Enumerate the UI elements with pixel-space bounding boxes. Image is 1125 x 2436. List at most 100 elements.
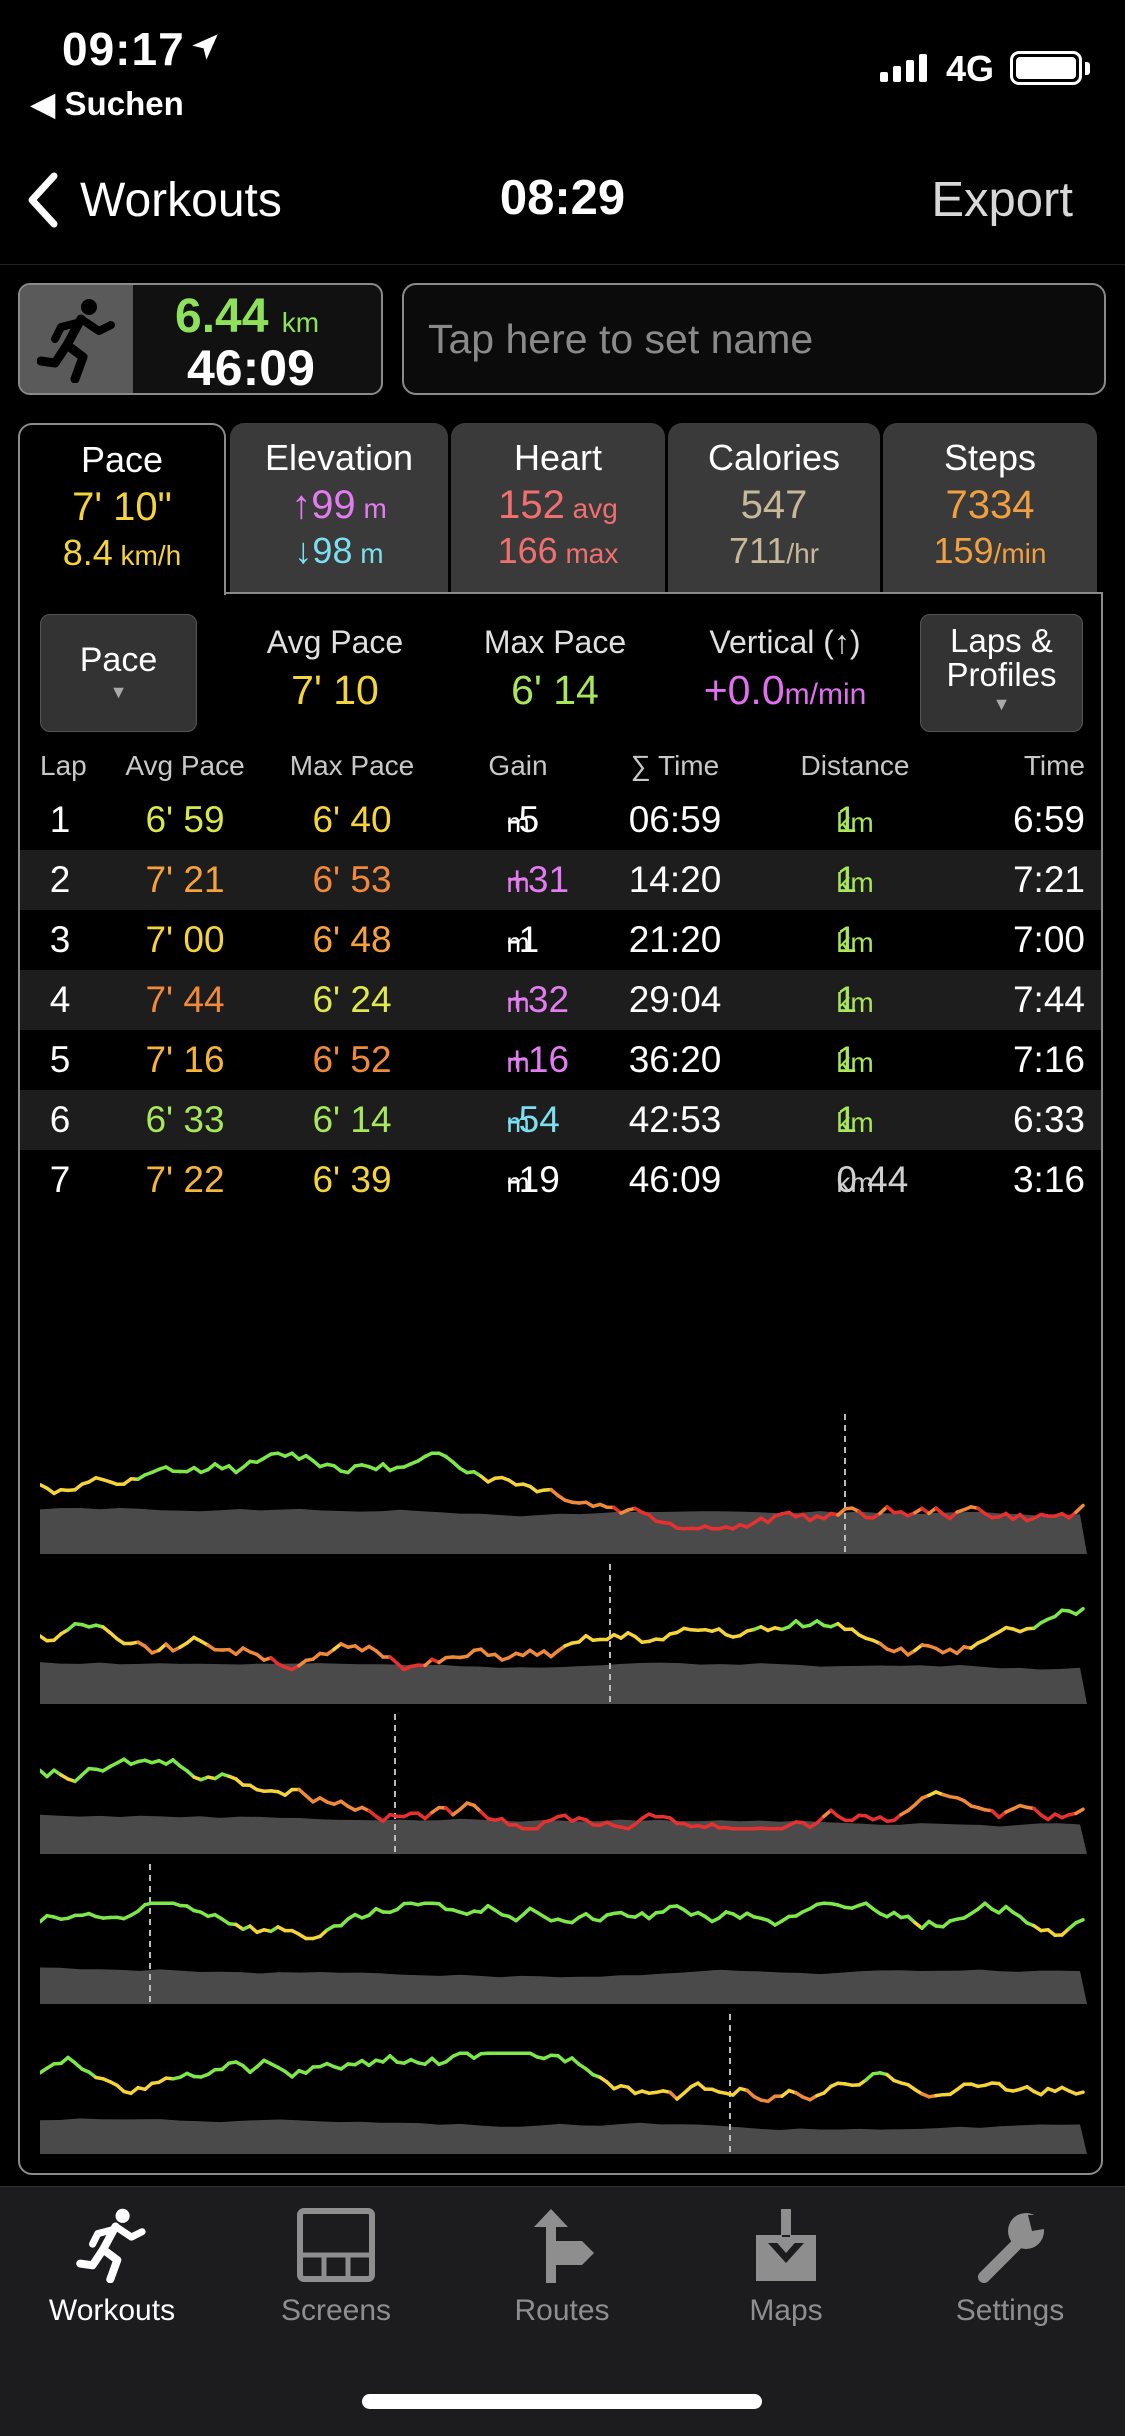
tab-heart[interactable]: Heart 152 avg 166 max — [451, 423, 665, 593]
tab-secondary-value: 8.4 km/h — [20, 532, 224, 574]
laps-dropdown-label: Laps & Profiles — [946, 622, 1057, 693]
back-to-app-link[interactable]: ◀ Suchen — [30, 85, 184, 122]
tab-value: ↓98 — [294, 530, 353, 571]
tab-title: Elevation — [264, 437, 414, 478]
tab-value: 8.4 — [62, 532, 113, 573]
status-time: 09:17 — [62, 23, 185, 75]
lap-gain: +32 m — [448, 979, 588, 1021]
pace-line-segment — [1074, 1606, 1085, 1616]
distance-value: 1 — [836, 1039, 857, 1080]
tab-maps[interactable]: Maps — [691, 2207, 881, 2328]
gain-value: +32 — [506, 979, 570, 1020]
triangle-down-icon: ▼ — [109, 682, 128, 702]
export-button[interactable]: Export — [931, 173, 1073, 227]
gain-unit: m — [506, 927, 530, 958]
laps-profiles-dropdown[interactable]: Laps & Profiles ▼ — [920, 614, 1083, 732]
lap-row[interactable]: 6 6' 33 6' 14 -54 m 42:53 1 km 6:33 — [20, 1090, 1101, 1150]
gain-value: -19 — [506, 1159, 560, 1200]
lap-row[interactable]: 5 7' 16 6' 52 +16 m 36:20 1 km 7:16 — [20, 1030, 1101, 1090]
lap-distance: 1 km — [770, 1099, 940, 1141]
lap-time: 6:59 — [1012, 799, 1085, 840]
distance-value: 1 — [836, 979, 857, 1020]
status-bar: 09:17 ◀ Suchen 4G — [0, 0, 1125, 130]
elevation-profile — [40, 1508, 1087, 1554]
tab-workouts[interactable]: Workouts — [17, 2207, 207, 2328]
lap-time: 7:16 — [1012, 1039, 1085, 1080]
elevation-profile — [40, 2118, 1087, 2154]
lap-avg-pace: 7' 00 — [145, 919, 225, 960]
tab-value: 547 — [740, 483, 808, 527]
tab-value: 159 — [933, 530, 994, 571]
workout-name-field[interactable]: Tap here to set name — [402, 283, 1106, 395]
tab-primary-value: 7' 10" — [20, 485, 224, 530]
lap-cumulative-time: 21:20 — [628, 919, 722, 960]
distance-unit: km — [836, 807, 874, 838]
lap-number: 4 — [49, 979, 71, 1020]
lap-number: 3 — [49, 919, 71, 960]
max-pace-stat: Max Pace 6' 14 — [465, 624, 645, 714]
tab-pace[interactable]: Pace 7' 10" 8.4 km/h — [18, 423, 226, 595]
lap-row[interactable]: 1 6' 59 6' 40 -5 m 06:59 1 km 6:59 — [20, 790, 1101, 850]
lap-row[interactable]: 2 7' 21 6' 53 +31 m 14:20 1 km 7:21 — [20, 850, 1101, 910]
tab-primary-value: 547 — [668, 483, 880, 528]
wrench-icon — [978, 2213, 1044, 2283]
battery-nub — [1085, 62, 1090, 75]
tab-screens[interactable]: Screens — [241, 2207, 431, 2328]
gain-unit: m — [506, 1047, 530, 1078]
lap-gain: +16 m — [448, 1039, 588, 1081]
lap-distance: 1 km — [770, 1039, 940, 1081]
stat-label: Max Pace — [483, 624, 627, 660]
tab-value: 7' 10" — [72, 485, 172, 529]
lap-row[interactable]: 3 7' 00 6' 48 -1 m 21:20 1 km 7:00 — [20, 910, 1101, 970]
vertical-speed-stat: Vertical (↑) +0.0m/min — [670, 624, 900, 714]
tab-settings[interactable]: Settings — [915, 2207, 1105, 2328]
tab-value: 152 — [498, 483, 565, 527]
col-header: Avg Pace — [125, 750, 245, 781]
tab-value: 711 — [728, 530, 787, 571]
chevron-left-icon — [28, 172, 58, 228]
lap-time: 6:33 — [1012, 1099, 1085, 1140]
lap-max-pace: 6' 14 — [312, 1099, 392, 1140]
tab-label: Workouts — [48, 2294, 176, 2327]
distance-unit: km — [836, 1047, 874, 1078]
tab-primary-value: 152 avg — [451, 483, 665, 528]
lap-max-pace: 6' 40 — [312, 799, 392, 840]
gain-unit: m — [506, 1107, 530, 1138]
lap-max-pace: 6' 53 — [312, 859, 392, 900]
tab-label: Screens — [280, 2294, 392, 2327]
gain-value: -1 — [506, 919, 540, 960]
navigation-bar: Workouts 08:29 Export — [0, 150, 1125, 265]
pace-line-segment — [1074, 1918, 1085, 1925]
lap-number: 7 — [49, 1159, 71, 1200]
tab-routes[interactable]: Routes — [467, 2207, 657, 2328]
distance-value: 1 — [836, 859, 857, 900]
tab-calories[interactable]: Calories 547 711/hr — [668, 423, 880, 593]
lap-gain: -54 m — [448, 1099, 588, 1141]
gain-unit: m — [506, 1167, 530, 1198]
lap-cumulative-time: 36:20 — [628, 1039, 722, 1080]
metric-dropdown[interactable]: Pace ▼ — [40, 614, 197, 732]
distance-unit: km — [836, 1167, 874, 1198]
workout-summary-card[interactable]: 6.44 km 46:09 — [18, 283, 383, 395]
tab-value: ↑99 — [291, 483, 356, 527]
tab-secondary-value: 159/min — [883, 530, 1097, 572]
lap-avg-pace: 7' 16 — [145, 1039, 225, 1080]
tab-elevation[interactable]: Elevation ↑99 m ↓98 m — [230, 423, 448, 593]
lap-avg-pace: 6' 33 — [145, 1099, 225, 1140]
back-button[interactable]: Workouts — [22, 170, 282, 230]
activity-type-button[interactable] — [20, 285, 133, 393]
lap-distance: 1 km — [770, 919, 940, 961]
stat-label: Vertical (↑) — [709, 624, 861, 660]
tab-steps[interactable]: Steps 7334 159/min — [883, 423, 1097, 593]
lap-row[interactable]: 7 7' 22 6' 39 -19 m 46:09 0.44 km 3:16 — [20, 1150, 1101, 1210]
lap-cumulative-time: 42:53 — [628, 1099, 722, 1140]
lap-cumulative-time: 46:09 — [628, 1159, 722, 1200]
lap-row[interactable]: 4 7' 44 6' 24 +32 m 29:04 1 km 7:44 — [20, 970, 1101, 1030]
lap-time: 7:44 — [1012, 979, 1085, 1020]
col-header: Gain — [488, 750, 548, 781]
lap-profile-graphs — [40, 1414, 1087, 2154]
elevation-profile — [40, 1662, 1087, 1704]
tab-title: Pace — [80, 439, 164, 480]
lap-number: 1 — [49, 799, 71, 840]
elevation-profile — [40, 1967, 1087, 2004]
